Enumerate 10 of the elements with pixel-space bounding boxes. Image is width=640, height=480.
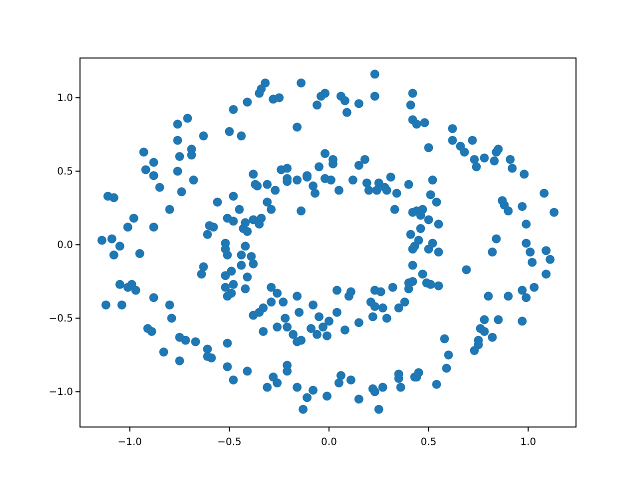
- y-tick-label: 0.5: [57, 166, 73, 178]
- x-tick-label: 1.0: [520, 437, 536, 448]
- x-tick-label: −0.5: [217, 437, 242, 448]
- y-tick-label: 1.0: [57, 93, 73, 104]
- y-tick-label: −0.5: [48, 314, 73, 325]
- x-tick-label: 0.5: [420, 437, 437, 448]
- x-tick-label: 0.0: [321, 437, 337, 448]
- y-tick-label: −1.0: [48, 387, 73, 398]
- x-tick-label: −1.0: [118, 437, 142, 448]
- y-tick-label: 0.0: [57, 240, 73, 252]
